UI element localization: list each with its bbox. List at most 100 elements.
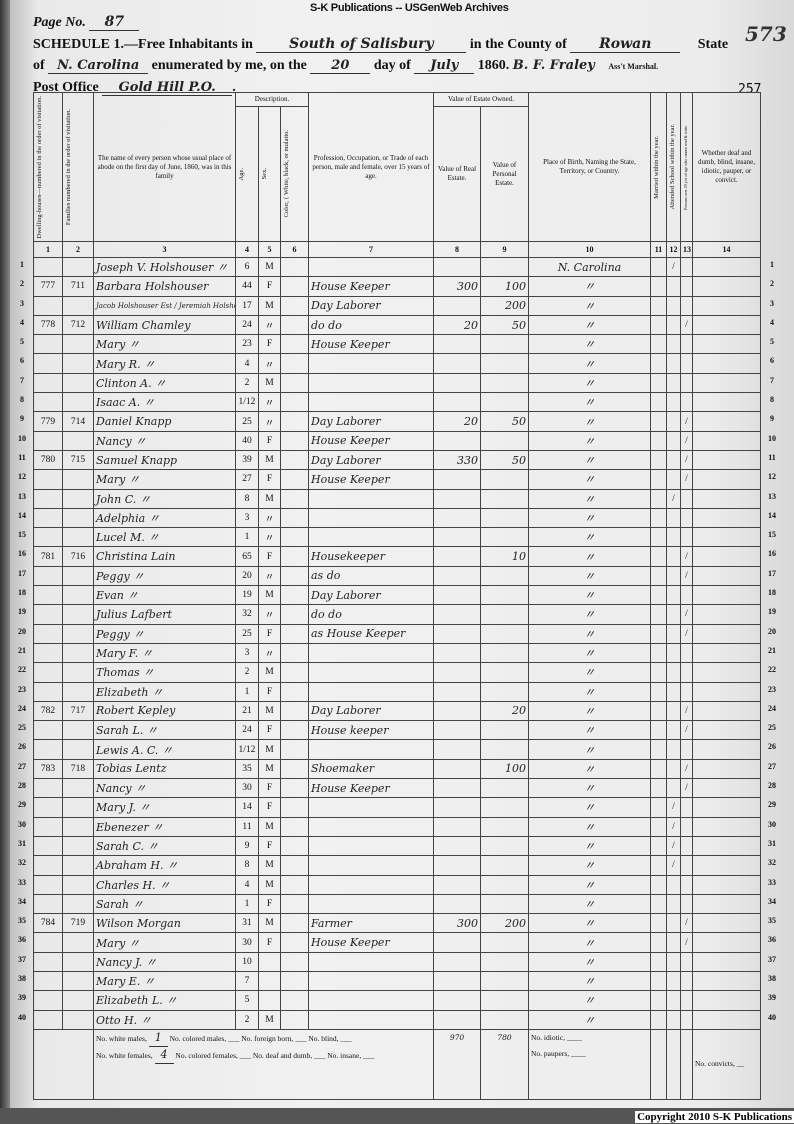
- cell-personal-estate: [480, 835, 529, 857]
- cell-married: [650, 855, 667, 876]
- table-row: 779 714 Daniel Knapp 25 〃 Day Laborer 20 50 〃 /: [33, 411, 761, 432]
- line-number: 29: [18, 800, 26, 809]
- column-number: 10: [528, 241, 651, 258]
- cell-married: [650, 739, 667, 760]
- cell-dwelling: [33, 970, 63, 992]
- county-label: in the County of: [469, 37, 567, 52]
- line-number: 3: [20, 299, 24, 308]
- line-number: 11: [18, 453, 26, 462]
- summary-counts: No. white males, 1 No. colored males, __…: [93, 1028, 434, 1100]
- line-number: 1: [20, 260, 24, 269]
- cell-illiterate: /: [680, 565, 693, 587]
- cell-real-estate: 20: [433, 314, 481, 336]
- cell-birthplace: 〃: [528, 392, 651, 413]
- cell-birthplace: 〃: [528, 874, 651, 895]
- cell-dwelling: [33, 527, 63, 548]
- cell-school: [666, 507, 681, 529]
- cell-school: [666, 334, 681, 355]
- cell-real-estate: [433, 816, 481, 837]
- cell-sex: M: [258, 585, 281, 606]
- cell-condition: [692, 430, 761, 451]
- line-number: 34: [768, 897, 776, 906]
- line-number: 14: [768, 511, 776, 520]
- col-age-header: Age.: [235, 106, 259, 242]
- cell-name: Mary 〃: [93, 932, 236, 953]
- cell-married: [650, 411, 667, 432]
- cell-age: 5: [235, 990, 259, 1011]
- cell-condition: [692, 835, 761, 857]
- column-number: 7: [308, 241, 434, 258]
- cell-real-estate: [433, 392, 481, 413]
- cell-condition: [692, 758, 761, 780]
- cell-sex: M: [258, 449, 281, 471]
- cell-sex: 〃: [258, 565, 281, 587]
- cell-dwelling: [33, 565, 63, 587]
- line-number: 22: [768, 665, 776, 674]
- cell-color: [280, 932, 309, 953]
- table-row: Sarah L. 〃 24 F House keeper 〃 /: [33, 720, 761, 741]
- cell-condition: [692, 662, 761, 683]
- cell-birthplace: 〃: [528, 295, 651, 316]
- line-number: 26: [768, 742, 776, 751]
- cell-age: 3: [235, 507, 259, 529]
- cell-name: Tobias Lentz: [93, 758, 236, 780]
- line-number: 24: [768, 704, 776, 713]
- cell-age: 32: [235, 604, 259, 625]
- line-number: 10: [18, 434, 26, 443]
- cell-married: [650, 700, 667, 722]
- line-number: 19: [18, 607, 26, 616]
- cell-married: [650, 797, 667, 818]
- cell-age: 30: [235, 778, 259, 799]
- state: N. Carolina: [48, 58, 149, 74]
- cell-sex: [258, 951, 281, 972]
- line-number: 6: [770, 356, 774, 365]
- cell-school: [666, 623, 681, 644]
- cell-condition: [692, 700, 761, 722]
- cell-illiterate: [680, 334, 693, 355]
- line-number: 12: [18, 472, 26, 481]
- cell-illiterate: /: [680, 778, 693, 799]
- cell-birthplace: 〃: [528, 778, 651, 799]
- cell-name: Mary R. 〃: [93, 353, 236, 374]
- cell-personal-estate: 200: [480, 913, 529, 934]
- cell-occupation: Shoemaker: [308, 758, 434, 780]
- real-estate-total: 970: [433, 1028, 481, 1100]
- cell-personal-estate: 200: [480, 295, 529, 316]
- cell-age: 14: [235, 797, 259, 818]
- cell-color: [280, 430, 309, 451]
- cell-occupation: as House Keeper: [308, 623, 434, 644]
- cell-occupation: [308, 488, 434, 509]
- cell-name: Peggy 〃: [93, 623, 236, 644]
- cell-family: [62, 990, 94, 1011]
- cell-birthplace: 〃: [528, 662, 651, 683]
- cell-color: [280, 469, 309, 490]
- line-number: 3: [770, 299, 774, 308]
- marshal-signature: B. F. Fraley: [512, 58, 595, 73]
- cell-personal-estate: [480, 604, 529, 625]
- enumeration-line: of N. Carolina enumerated by me, on the …: [33, 58, 658, 74]
- line-number: 5: [770, 337, 774, 346]
- cell-dwelling: 782: [33, 700, 63, 722]
- line-number: 21: [768, 646, 776, 655]
- cell-illiterate: [680, 488, 693, 509]
- cell-family: [62, 970, 94, 992]
- line-number: 18: [18, 588, 26, 597]
- cell-real-estate: [433, 662, 481, 683]
- cell-occupation: do do: [308, 314, 434, 336]
- personal-estate-total: 780: [480, 1028, 529, 1100]
- cell-real-estate: [433, 758, 481, 780]
- line-number: 6: [20, 356, 24, 365]
- cell-age: 44: [235, 276, 259, 297]
- cell-family: [62, 1009, 94, 1030]
- cell-birthplace: 〃: [528, 855, 651, 876]
- cell-real-estate: [433, 681, 481, 702]
- cell-illiterate: [680, 874, 693, 895]
- cell-dwelling: [33, 256, 63, 278]
- cell-dwelling: [33, 353, 63, 374]
- cell-condition: [692, 893, 761, 915]
- cell-dwelling: [33, 372, 63, 394]
- cell-birthplace: 〃: [528, 913, 651, 934]
- col-name-header: The name of every person whose usual pla…: [93, 92, 236, 242]
- cell-name: Mary E. 〃: [93, 970, 236, 992]
